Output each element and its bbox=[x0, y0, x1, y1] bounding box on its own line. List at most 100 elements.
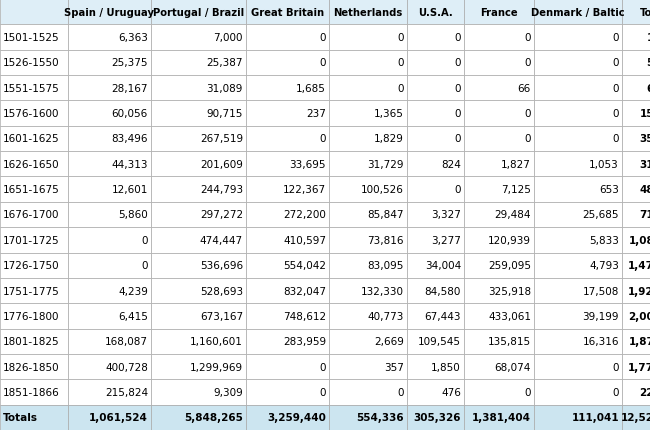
Bar bbox=[329, 379, 407, 405]
Bar bbox=[534, 0, 622, 25]
Bar bbox=[407, 126, 464, 152]
Bar bbox=[407, 203, 464, 227]
Bar bbox=[0, 227, 68, 253]
Bar bbox=[464, 304, 534, 329]
Bar bbox=[622, 101, 650, 126]
Bar bbox=[68, 278, 151, 304]
Text: Netherlands: Netherlands bbox=[333, 8, 402, 18]
Bar bbox=[407, 76, 464, 101]
Text: 1,088,909: 1,088,909 bbox=[629, 235, 650, 245]
Bar bbox=[68, 354, 151, 379]
Text: 536,696: 536,696 bbox=[200, 261, 243, 270]
Text: 0: 0 bbox=[398, 58, 404, 68]
Text: 225,609: 225,609 bbox=[640, 387, 650, 397]
Bar bbox=[151, 76, 246, 101]
Bar bbox=[151, 25, 246, 51]
Text: 0: 0 bbox=[612, 83, 619, 93]
Bar bbox=[329, 152, 407, 177]
Bar bbox=[0, 51, 68, 76]
Bar bbox=[534, 203, 622, 227]
Bar bbox=[151, 227, 246, 253]
Bar bbox=[464, 76, 534, 101]
Bar bbox=[0, 152, 68, 177]
Bar bbox=[68, 152, 151, 177]
Text: 122,367: 122,367 bbox=[283, 185, 326, 195]
Text: 0: 0 bbox=[398, 33, 404, 43]
Text: 135,815: 135,815 bbox=[488, 337, 531, 347]
Bar bbox=[622, 126, 650, 152]
Bar bbox=[464, 278, 534, 304]
Bar bbox=[0, 126, 68, 152]
Text: 1776-1800: 1776-1800 bbox=[3, 311, 60, 321]
Bar bbox=[407, 329, 464, 354]
Text: 67,443: 67,443 bbox=[424, 311, 461, 321]
Text: 1,365: 1,365 bbox=[374, 109, 404, 119]
Text: 0: 0 bbox=[320, 33, 326, 43]
Bar bbox=[329, 51, 407, 76]
Text: 0: 0 bbox=[454, 185, 461, 195]
Text: 83,496: 83,496 bbox=[112, 134, 148, 144]
Text: 5,848,265: 5,848,265 bbox=[184, 412, 243, 422]
Text: 0: 0 bbox=[454, 109, 461, 119]
Text: 25,375: 25,375 bbox=[112, 58, 148, 68]
Bar bbox=[151, 405, 246, 430]
Bar bbox=[534, 304, 622, 329]
Bar bbox=[534, 227, 622, 253]
Bar bbox=[246, 405, 329, 430]
Text: 0: 0 bbox=[320, 134, 326, 144]
Text: 0: 0 bbox=[612, 109, 619, 119]
Bar bbox=[622, 405, 650, 430]
Bar bbox=[534, 354, 622, 379]
Bar bbox=[329, 101, 407, 126]
Text: 44,313: 44,313 bbox=[112, 160, 148, 169]
Bar bbox=[151, 278, 246, 304]
Text: 25,387: 25,387 bbox=[207, 58, 243, 68]
Text: Totals: Totals bbox=[640, 8, 650, 18]
Text: 1701-1725: 1701-1725 bbox=[3, 235, 60, 245]
Text: 3,259,440: 3,259,440 bbox=[267, 412, 326, 422]
Bar bbox=[246, 253, 329, 278]
Text: 12,601: 12,601 bbox=[112, 185, 148, 195]
Bar bbox=[329, 0, 407, 25]
Bar bbox=[464, 101, 534, 126]
Text: 297,272: 297,272 bbox=[200, 210, 243, 220]
Bar bbox=[151, 354, 246, 379]
Text: 267,519: 267,519 bbox=[200, 134, 243, 144]
Bar bbox=[329, 25, 407, 51]
Bar bbox=[464, 152, 534, 177]
Text: 0: 0 bbox=[612, 387, 619, 397]
Bar bbox=[151, 101, 246, 126]
Bar bbox=[151, 304, 246, 329]
Bar bbox=[464, 25, 534, 51]
Bar bbox=[68, 177, 151, 203]
Bar bbox=[464, 354, 534, 379]
Bar bbox=[622, 76, 650, 101]
Text: 1826-1850: 1826-1850 bbox=[3, 362, 60, 372]
Bar bbox=[0, 304, 68, 329]
Bar bbox=[622, 152, 650, 177]
Text: 5,860: 5,860 bbox=[118, 210, 148, 220]
Text: 1851-1866: 1851-1866 bbox=[3, 387, 60, 397]
Text: 357: 357 bbox=[384, 362, 404, 372]
Bar bbox=[329, 329, 407, 354]
Text: 1,061,524: 1,061,524 bbox=[89, 412, 148, 422]
Text: 244,793: 244,793 bbox=[200, 185, 243, 195]
Text: 1651-1675: 1651-1675 bbox=[3, 185, 60, 195]
Text: 0: 0 bbox=[525, 58, 531, 68]
Text: 1751-1775: 1751-1775 bbox=[3, 286, 60, 296]
Bar bbox=[151, 177, 246, 203]
Bar bbox=[622, 304, 650, 329]
Text: 73,816: 73,816 bbox=[367, 235, 404, 245]
Bar bbox=[151, 126, 246, 152]
Bar bbox=[68, 203, 151, 227]
Bar bbox=[622, 354, 650, 379]
Text: 1526-1550: 1526-1550 bbox=[3, 58, 60, 68]
Bar bbox=[329, 126, 407, 152]
Bar bbox=[407, 227, 464, 253]
Text: 201,609: 201,609 bbox=[200, 160, 243, 169]
Text: 1,053: 1,053 bbox=[590, 160, 619, 169]
Bar bbox=[622, 177, 650, 203]
Bar bbox=[407, 253, 464, 278]
Bar bbox=[622, 51, 650, 76]
Bar bbox=[622, 379, 650, 405]
